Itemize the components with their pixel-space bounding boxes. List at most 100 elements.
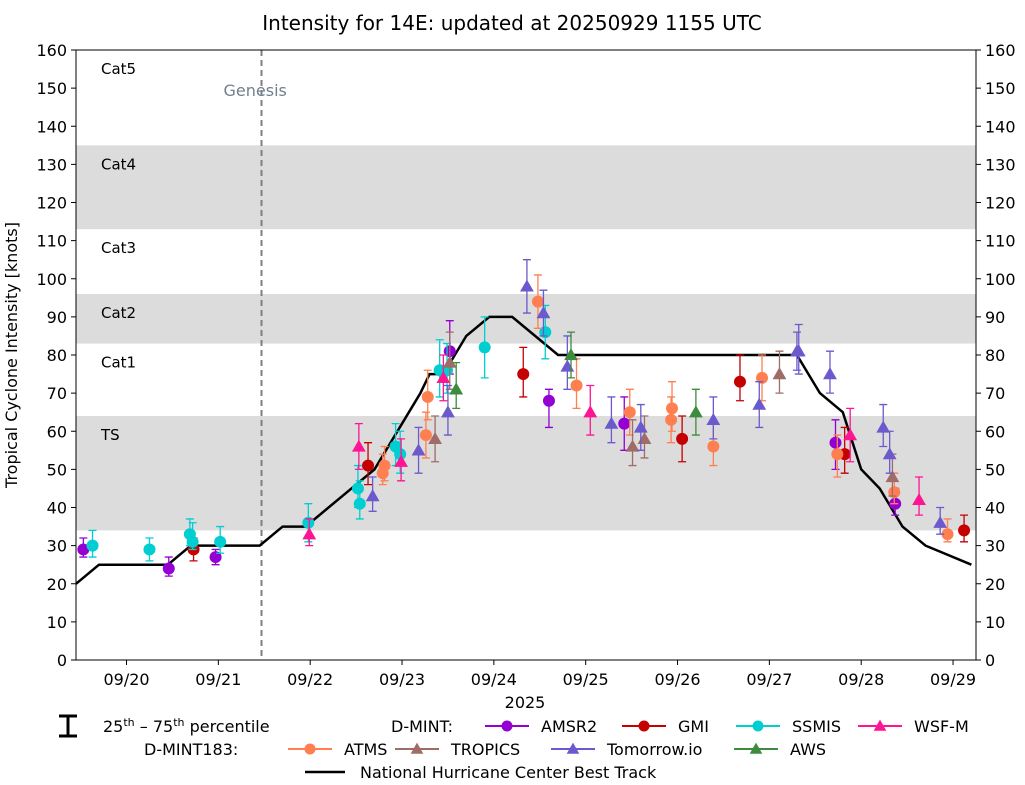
wsf-m-point: [912, 492, 926, 506]
tomorrow-io-point: [365, 489, 380, 502]
wsf-m-point: [302, 527, 317, 540]
y-tick-label-right: 20: [985, 575, 1005, 594]
ssmis-point: [214, 535, 227, 548]
x-tick-label: 09/24: [471, 670, 517, 689]
tomorrow-io-point: [633, 420, 648, 433]
legend-label-atms: ATMS: [344, 740, 387, 759]
y-tick-label-left: 120: [36, 194, 67, 213]
y-tick-label-left: 0: [57, 651, 67, 670]
gmi-point: [733, 375, 746, 388]
x-tick-label: 09/20: [103, 670, 149, 689]
y-tick-label-right: 60: [985, 422, 1005, 441]
chart-title: Intensity for 14E: updated at 20250929 1…: [262, 11, 761, 35]
y-tick-label-left: 150: [36, 79, 67, 98]
x-tick-label: 09/21: [195, 670, 241, 689]
y-tick-label-right: 150: [985, 79, 1016, 98]
y-tick-label-right: 140: [985, 117, 1016, 136]
band-label-cat2: Cat2: [101, 304, 136, 322]
tomorrow-io-point: [791, 344, 806, 357]
tomorrow-io-point: [520, 279, 534, 292]
gmi-point: [958, 524, 971, 537]
atms-point: [378, 459, 391, 472]
tropics-point: [442, 355, 457, 368]
y-tick-label-right: 40: [985, 499, 1005, 518]
y-tick-label-left: 90: [47, 308, 67, 327]
amsr2-point: [829, 436, 842, 449]
y-tick-label-left: 100: [36, 270, 67, 289]
x-axis-label: 2025: [505, 693, 546, 712]
y-tick-label-left: 50: [47, 460, 67, 479]
x-tick-label: 09/29: [930, 670, 976, 689]
aws-point: [449, 382, 464, 395]
tomorrow-io-point: [876, 420, 891, 433]
y-tick-label-left: 70: [47, 384, 67, 403]
y-tick-label-left: 10: [47, 613, 67, 632]
tomorrow-io-point: [560, 359, 575, 372]
legend-marker-aws: [749, 742, 763, 754]
aws-point: [688, 405, 703, 418]
tropics-point: [772, 367, 787, 380]
amsr2-point: [209, 551, 222, 564]
y-tick-label-right: 30: [985, 537, 1005, 556]
legend: 25th – 75th percentile D-MINT: D-MINT183: A…: [59, 714, 969, 782]
y-tick-label-right: 90: [985, 308, 1005, 327]
wsf-m-point: [843, 428, 858, 441]
atms-point: [888, 486, 901, 499]
dmint183-group-label: D-MINT183:: [144, 740, 238, 759]
tomorrow-io-point: [604, 416, 619, 429]
ssmis-point: [351, 482, 364, 495]
atms-point: [707, 440, 720, 453]
y-tick-label-right: 110: [985, 232, 1016, 251]
tomorrow-io-point: [882, 447, 897, 460]
tomorrow-io-point: [441, 405, 455, 418]
plot-frame: [75, 49, 977, 661]
x-tick-label: 09/27: [746, 670, 792, 689]
atms-point: [623, 406, 636, 419]
percentile-bracket-icon: [59, 714, 77, 738]
legend-label-aws: AWS: [790, 740, 826, 759]
series-gmi: [187, 346, 971, 562]
y-tick-label-right: 50: [985, 460, 1005, 479]
dmint-group-label: D-MINT:: [391, 717, 453, 736]
legend-label-tomorrow-io: Tomorrow.io: [606, 740, 702, 759]
y-tick-label-right: 160: [985, 41, 1016, 60]
series-tomorrow-io: [365, 259, 948, 535]
gmi-point: [676, 432, 689, 445]
ssmis-point: [478, 341, 491, 354]
tomorrow-io-point: [536, 306, 551, 319]
x-tick-label: 09/26: [654, 670, 700, 689]
legend-label-gmi: GMI: [678, 717, 709, 736]
y-tick-label-right: 100: [985, 270, 1016, 289]
x-tick-label: 09/25: [563, 670, 609, 689]
ssmis-point: [394, 448, 407, 461]
x-tick-label: 09/23: [379, 670, 425, 689]
legend-label-tropics: TROPICS: [450, 740, 520, 759]
band-label-cat4: Cat4: [101, 155, 136, 173]
atms-point: [421, 390, 434, 403]
band-ts: [76, 416, 976, 531]
y-tick-label-left: 30: [47, 537, 67, 556]
ssmis-point: [539, 326, 552, 339]
tomorrow-io-point: [933, 515, 948, 528]
y-tick-label-right: 120: [985, 194, 1016, 213]
amsr2-point: [542, 394, 555, 407]
amsr2-point: [77, 543, 90, 556]
legend-marker-gmi: [638, 720, 650, 732]
ssmis-point: [186, 535, 199, 548]
atms-point: [831, 448, 844, 461]
atms-point: [665, 413, 678, 426]
atms-point: [570, 379, 583, 392]
band-cat4: [76, 145, 976, 230]
legend-marker-tropics: [410, 742, 424, 754]
y-tick-label-left: 130: [36, 155, 67, 174]
y-tick-label-left: 20: [47, 575, 67, 594]
amsr2-point: [618, 417, 631, 430]
genesis-label: Genesis: [224, 81, 287, 100]
tomorrow-io-point: [706, 412, 721, 425]
atms-point: [941, 528, 954, 541]
y-tick-label-left: 140: [36, 117, 67, 136]
tropics-point: [885, 470, 900, 483]
x-tick-label: 09/22: [287, 670, 333, 689]
gmi-point: [362, 459, 375, 472]
